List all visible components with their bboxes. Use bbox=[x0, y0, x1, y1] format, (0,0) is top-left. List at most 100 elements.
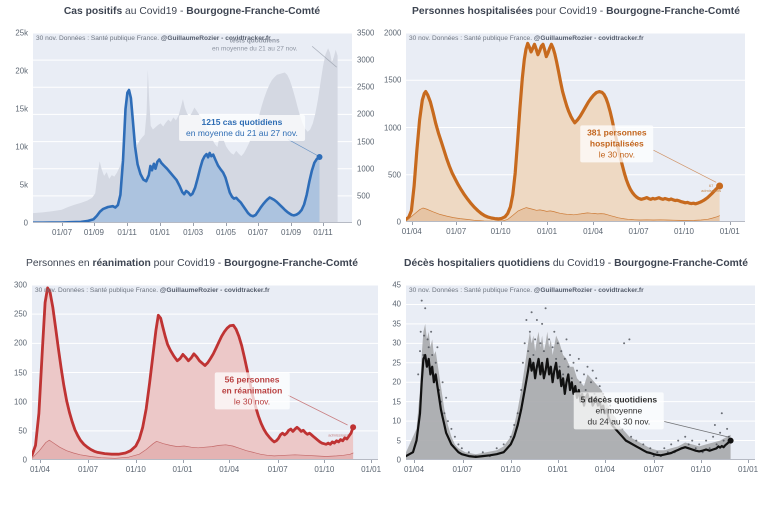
x-axis-tick bbox=[62, 223, 64, 226]
x-axis-tick bbox=[93, 223, 95, 226]
y-axis-label: 0 bbox=[396, 217, 401, 227]
deces-journaliers-points-point bbox=[583, 373, 585, 376]
x-axis-label: 01/04 bbox=[404, 465, 425, 474]
y-axis-label: 25 bbox=[392, 358, 401, 368]
y-axis-label: 15k bbox=[15, 104, 28, 114]
deces-journaliers-points-point bbox=[419, 330, 422, 333]
deces-journaliers-points-point bbox=[598, 385, 601, 388]
deces-journaliers-points-point bbox=[443, 412, 446, 415]
deces-journaliers-points-point bbox=[569, 354, 571, 356]
annotation-pointer bbox=[311, 46, 337, 68]
y-axis-label: 45 bbox=[392, 280, 401, 290]
hospitalisations-annotation: 67 admissions bbox=[701, 182, 722, 193]
deces-journaliers-points-point bbox=[591, 369, 594, 372]
cas-quotidiens-area bbox=[33, 90, 320, 223]
deces-journaliers-points-point bbox=[539, 342, 542, 345]
x-axis-tick bbox=[193, 223, 195, 226]
hospitalisations-annotation: 381 personnes hospitalisées le 30 nov. bbox=[580, 125, 654, 163]
deces-journaliers-points-point bbox=[520, 389, 523, 391]
deces-journaliers-points-point bbox=[558, 365, 561, 368]
deces-journaliers-points-point bbox=[445, 396, 448, 399]
deces-journaliers-points-point bbox=[420, 299, 423, 302]
x-axis-label: 01/01 bbox=[547, 465, 568, 474]
reanimation-annotation: admissions bbox=[328, 432, 349, 438]
y-axis-label-right: 2000 bbox=[357, 109, 375, 119]
personnes-hospitalisees-last-point bbox=[716, 182, 724, 190]
plot-area: 30 nov. Données : Santé publique France.… bbox=[406, 285, 755, 460]
x-axis-label: 01/07 bbox=[52, 228, 73, 237]
deces-journaliers-points-point bbox=[441, 381, 444, 384]
deces-journaliers-points-point bbox=[691, 439, 694, 442]
y-axis-label: 250 bbox=[13, 309, 27, 319]
x-axis-tick bbox=[500, 222, 502, 225]
x-axis-label: 01/10 bbox=[500, 465, 521, 474]
deces-journaliers-points-point bbox=[521, 361, 524, 364]
y-axis-label: 40 bbox=[392, 299, 401, 309]
y-axis-label: 35 bbox=[392, 319, 401, 329]
chart-title: Cas positifs au Covid19 - Bourgogne-Fran… bbox=[63, 6, 321, 17]
x-axis-label: 01/01 bbox=[172, 465, 193, 474]
x-axis-label: 01/04 bbox=[401, 227, 422, 236]
deces-journaliers-points-point bbox=[460, 447, 463, 450]
deces-journaliers-points-point bbox=[656, 451, 659, 454]
x-axis-tick bbox=[322, 223, 324, 226]
deces-journaliers-points-point bbox=[555, 357, 558, 360]
deces-quotidiens-plot-canvas[interactable] bbox=[406, 285, 755, 460]
deces-quotidiens-annotation: 5 décès quotidiens en moyenne du 24 au 30 … bbox=[573, 392, 665, 430]
admissions-line bbox=[32, 439, 354, 459]
deces-journaliers-points-point bbox=[527, 350, 530, 353]
deces-journaliers-points-point bbox=[663, 447, 666, 450]
x-axis-tick bbox=[277, 460, 279, 463]
deces-journaliers-points-point bbox=[567, 365, 570, 368]
x-axis-label: 01/01 bbox=[719, 227, 740, 236]
y-axis-label-right: 1500 bbox=[357, 137, 375, 147]
x-axis-tick bbox=[557, 460, 559, 463]
deces-journaliers-points-point bbox=[419, 350, 421, 353]
deces-journaliers-points-point bbox=[705, 439, 708, 442]
deces-journaliers-points-point bbox=[579, 381, 582, 384]
deces-journaliers-points-point bbox=[595, 377, 598, 380]
chart-card-reanimation: Personnes en réanimation pour Covid19 - … bbox=[0, 252, 384, 505]
y-axis-label: 20k bbox=[15, 66, 28, 76]
x-axis-label: 01/04 bbox=[219, 465, 240, 474]
deces-journaliers-points-point bbox=[715, 443, 718, 446]
deces-journaliers-points-point bbox=[541, 322, 544, 325]
personnes-en-reanimation-area bbox=[32, 287, 354, 460]
x-axis-tick bbox=[371, 460, 373, 463]
annotation-pointer bbox=[288, 139, 319, 157]
x-axis-tick bbox=[257, 223, 259, 226]
chart-card-deces: Décès hospitaliers quotidiens du Covid19… bbox=[384, 252, 768, 505]
deces-journaliers-points-point bbox=[516, 412, 519, 415]
x-axis-tick bbox=[510, 460, 512, 463]
chart-subtitle: 30 nov. Données : Santé publique France.… bbox=[409, 287, 644, 294]
x-axis-tick bbox=[291, 223, 293, 226]
y-axis-label: 0 bbox=[22, 455, 27, 465]
y-axis-label: 200 bbox=[13, 338, 27, 348]
deces-journaliers-points-point bbox=[687, 443, 690, 446]
deces-journaliers-points-point bbox=[642, 443, 645, 446]
x-axis-tick bbox=[127, 223, 129, 226]
reanimation-plot-canvas[interactable] bbox=[32, 285, 378, 460]
x-axis-tick bbox=[547, 222, 549, 225]
deces-journaliers-points-point bbox=[720, 412, 723, 415]
deces-journaliers-points-point bbox=[677, 439, 680, 442]
admissions-line bbox=[406, 207, 720, 222]
deces-journaliers-points-point bbox=[630, 435, 633, 438]
x-axis-tick bbox=[414, 460, 416, 463]
annotation-pointer bbox=[664, 421, 728, 438]
deces-journaliers-points-point bbox=[481, 451, 484, 454]
hospitalisations-plot-canvas[interactable] bbox=[406, 33, 745, 222]
deces-journaliers-points-point bbox=[513, 424, 516, 426]
y-axis-label: 5k bbox=[19, 180, 28, 190]
deces-journaliers-points-point bbox=[532, 354, 535, 356]
y-axis-label-right: 1000 bbox=[357, 164, 375, 174]
deces-journaliers-points-point bbox=[727, 435, 730, 438]
x-axis-label: 01/11 bbox=[313, 228, 333, 237]
x-axis-tick bbox=[456, 222, 458, 225]
deces-journaliers-points-point bbox=[698, 443, 701, 446]
deces-journaliers-points-point bbox=[457, 443, 460, 446]
cas-positifs-annotation: tests quotidiens en moyenne du 21 au 27 n… bbox=[211, 37, 298, 53]
x-axis-label: 01/01 bbox=[738, 465, 759, 474]
deces-journaliers-points-point bbox=[722, 439, 725, 442]
deces-journaliers-points-point bbox=[426, 338, 429, 341]
